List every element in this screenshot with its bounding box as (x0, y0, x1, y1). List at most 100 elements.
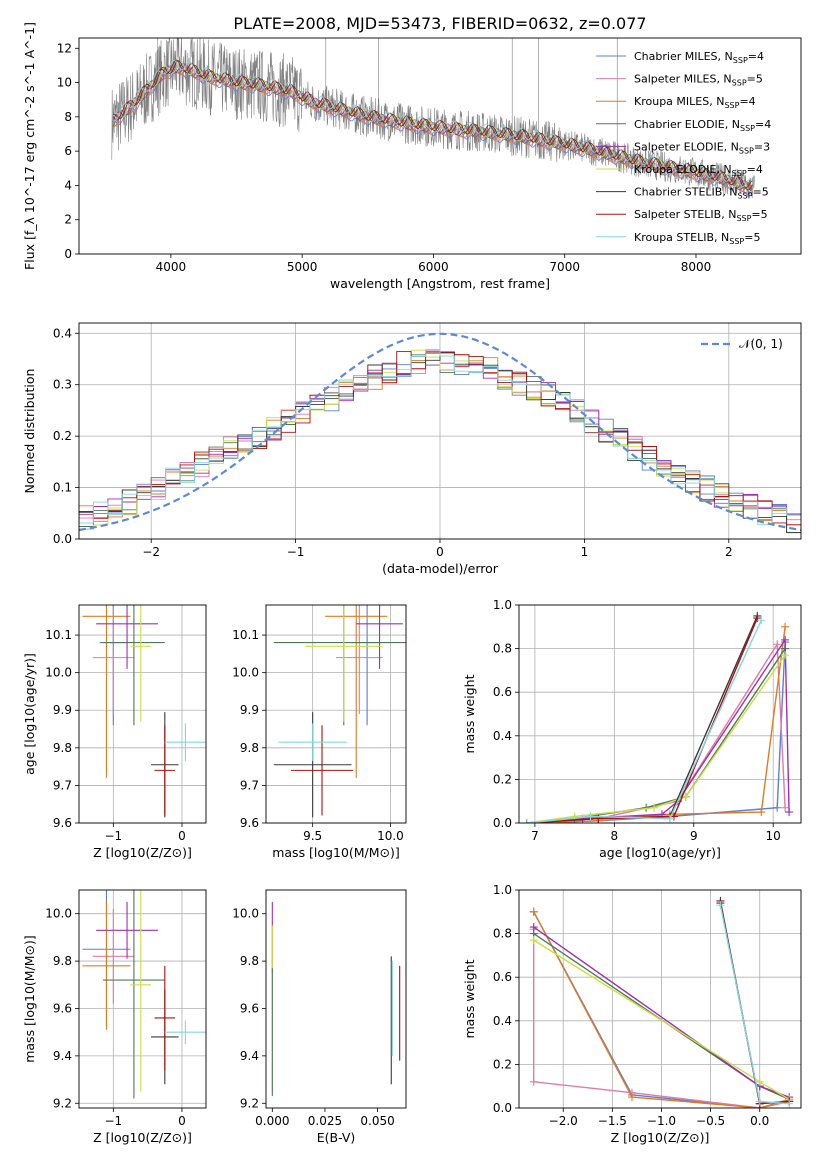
y-tick-label: 9.6 (53, 1001, 72, 1015)
plot-area (82, 605, 206, 818)
y-tick-label: 10.0 (45, 907, 72, 921)
age-vs-metallicity-panel: −1 0 9.6 9.7 9.8 9.9 10.0 10.1 Z [log10(Z/Z⊙)] ag… (22, 604, 207, 860)
marker-kroupa_miles (781, 622, 790, 631)
legend-nssp-prefix: , N (716, 163, 731, 176)
legend-nssp-sub: SSP (736, 214, 751, 223)
x-tick-label: 5000 (287, 260, 318, 274)
y-tick-label: 0.0 (493, 1101, 512, 1115)
y-tick-label: 0.6 (493, 685, 512, 699)
y-tick-label: 0.8 (493, 642, 512, 656)
y-tick-label: 6 (64, 144, 72, 158)
mass-weight-vs-age-panel: 7 8 9 10 0.0 0.2 0.4 0.6 0.8 1.0 age [log10(age/yr… (462, 598, 802, 860)
marker-kroupa_elodie (681, 792, 690, 801)
model-fit-salpeter_elodie (112, 63, 754, 194)
mass-vs-extinction-panel: 0.000 0.025 0.050 9.2 9.4 9.6 9.8 10.0 E(B-V) (232, 889, 407, 1145)
legend-nssp-sub: SSP (739, 146, 754, 155)
x-tick-label: 8000 (681, 260, 712, 274)
legend-nssp-prefix: , N (716, 73, 731, 86)
y-tick-label: 0.6 (493, 970, 512, 984)
marker-kroupa_miles (757, 808, 766, 817)
y-tick-label: 10.0 (45, 666, 72, 680)
plot-area (529, 896, 794, 1108)
x-tick-label: 9.5 (303, 829, 322, 843)
x-axis-label: Z [log10(Z/Z⊙)] (93, 845, 192, 860)
x-tick-label: −1 (104, 1114, 122, 1128)
legend-nssp-sub: SSP (732, 169, 747, 178)
plot-area (273, 605, 406, 818)
legend-label-salpeter_stelib: Salpeter STELIB, NSSP=5 (634, 208, 768, 223)
y-tick-label: 9.9 (240, 703, 259, 717)
marker-kroupa_elodie (781, 651, 790, 660)
marker-salpeter_miles (773, 640, 782, 649)
x-tick-label: 0 (178, 1114, 186, 1128)
marker-kroupa_stelib (716, 901, 725, 910)
legend-model: Kroupa ELODIE (634, 163, 716, 176)
x-axis-label: age [log10(age/yr)] (599, 845, 721, 860)
legend-nssp-value: 5 (756, 73, 763, 86)
y-tick-label: 9.8 (240, 741, 259, 755)
y-tick-label: 0.4 (53, 326, 72, 340)
model-fit-kroupa_elodie (112, 61, 753, 193)
marker-kroupa_elodie (529, 936, 538, 945)
x-tick-label: −0.5 (696, 1114, 725, 1128)
model-fit-chabrier_stelib (113, 60, 754, 191)
y-tick-label: 0.8 (493, 927, 512, 941)
x-tick-label: 1 (581, 545, 589, 559)
x-tick-label: 6000 (418, 260, 449, 274)
x-tick-label: −2.0 (549, 1114, 578, 1128)
x-tick-label: 0.025 (308, 1114, 342, 1128)
x-tick-label: 0 (436, 545, 444, 559)
series-kroupa_stelib (719, 905, 790, 1105)
series-salpeter_miles (526, 641, 786, 823)
marker-kroupa_stelib (757, 616, 766, 625)
legend-nssp-prefix: , N (718, 50, 733, 63)
residual-histogram-panel: −2 −1 0 1 2 0.0 0.1 0.2 0.3 0.4 (data-model)/error… (22, 322, 802, 576)
axes-frame (78, 889, 207, 1109)
y-tick-label: 9.7 (53, 778, 72, 792)
legend-nssp-eq: = (753, 186, 762, 199)
legend-nssp-eq: = (744, 231, 753, 244)
axes-frame (265, 889, 407, 1109)
y-tick-label: 8 (64, 110, 72, 124)
y-tick-label: 0.2 (53, 429, 72, 443)
x-tick-label: −1 (104, 829, 122, 843)
x-tick-label: 7000 (549, 260, 580, 274)
model-fit-kroupa_stelib (112, 59, 754, 188)
series-chabrier_stelib (719, 900, 790, 1105)
marker-kroupa_elodie (650, 803, 659, 812)
y-tick-label: 9.7 (240, 778, 259, 792)
x-tick-label: 2 (725, 545, 733, 559)
y-tick-label: 0.2 (493, 1057, 512, 1071)
legend-nssp-sub: SSP (732, 79, 747, 88)
legend-nssp-eq: = (755, 118, 764, 131)
series-kroupa_stelib (526, 620, 762, 823)
legend-nssp-prefix: , N (721, 208, 736, 221)
axes-frame (518, 889, 802, 1109)
marker-salpeter_stelib (594, 814, 603, 823)
x-tick-label: −1.5 (598, 1114, 627, 1128)
legend-label-chabrier_stelib: Chabrier STELIB, NSSP=5 (634, 186, 769, 201)
legend-model: Salpeter MILES (634, 73, 716, 86)
plot-area (522, 611, 794, 823)
x-axis-label: Z [log10(Z/Z⊙)] (93, 1130, 192, 1145)
legend-nssp-prefix: , N (724, 140, 739, 153)
y-axis-label: Flux [f_λ 10^-17 erg cm^-2 s^-1 A^-1] (22, 22, 37, 270)
legend-nssp-eq: = (747, 73, 756, 86)
series-kroupa_miles (526, 626, 786, 823)
legend-nssp-value: 4 (764, 118, 771, 131)
y-tick-label: 0.4 (493, 1014, 512, 1028)
legend-model: Chabrier ELODIE (634, 118, 725, 131)
histogram-kroupa_stelib (79, 349, 801, 539)
legend-nssp-value: 5 (762, 186, 769, 199)
y-tick-label: 12 (57, 41, 72, 55)
legend-nssp-prefix: , N (709, 95, 724, 108)
spectrum-panel: 4000 5000 6000 7000 8000 0 2 4 6 8 10 12 wavelength … (22, 22, 802, 291)
y-tick-label: 9.2 (53, 1096, 72, 1110)
legend-nssp-value: 4 (757, 50, 764, 63)
marker-kroupa_stelib (755, 1097, 764, 1106)
marker-chabrier_miles (773, 803, 782, 812)
x-axis-label: Z [log10(Z/Z⊙)] (611, 1130, 710, 1145)
marker-kroupa_stelib (785, 1099, 794, 1108)
legend-model: Kroupa STELIB (634, 231, 714, 244)
